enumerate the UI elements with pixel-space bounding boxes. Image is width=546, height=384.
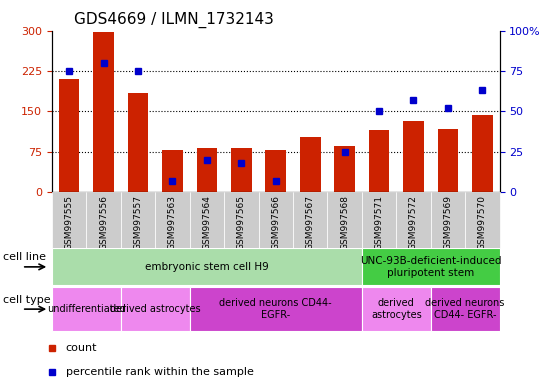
Bar (128, 93, 149, 192)
Bar (121, 287, 189, 331)
Text: GSM997572: GSM997572 (409, 195, 418, 250)
Bar (231, 148, 252, 192)
Bar (472, 115, 492, 192)
Bar (121, 192, 155, 248)
Text: GSM997557: GSM997557 (133, 195, 143, 250)
Bar (155, 192, 189, 248)
Bar (300, 137, 321, 192)
Bar (59, 79, 79, 192)
Text: GSM997569: GSM997569 (443, 195, 453, 250)
Text: GSM997555: GSM997555 (64, 195, 74, 250)
Text: undifferentiated: undifferentiated (47, 304, 126, 314)
Bar (362, 287, 431, 331)
Bar (362, 248, 500, 285)
Bar (334, 146, 355, 192)
Bar (162, 150, 183, 192)
Bar (52, 287, 121, 331)
Text: derived
astrocytes: derived astrocytes (371, 298, 422, 320)
Bar (258, 192, 293, 248)
Bar (431, 287, 500, 331)
Text: UNC-93B-deficient-induced
pluripotent stem: UNC-93B-deficient-induced pluripotent st… (360, 256, 501, 278)
Text: derived neurons CD44-
EGFR-: derived neurons CD44- EGFR- (219, 298, 332, 320)
Bar (362, 192, 396, 248)
Text: derived astrocytes: derived astrocytes (110, 304, 200, 314)
Bar (189, 287, 362, 331)
Bar (189, 192, 224, 248)
Text: GSM997568: GSM997568 (340, 195, 349, 250)
Text: derived neurons
CD44- EGFR-: derived neurons CD44- EGFR- (425, 298, 505, 320)
Bar (52, 248, 362, 285)
Bar (369, 130, 389, 192)
Bar (396, 192, 431, 248)
Bar (197, 148, 217, 192)
Text: count: count (66, 343, 97, 354)
Bar (403, 121, 424, 192)
Text: GSM997571: GSM997571 (375, 195, 383, 250)
Text: GSM997570: GSM997570 (478, 195, 487, 250)
Text: cell type: cell type (3, 295, 50, 305)
Bar (328, 192, 362, 248)
Text: cell line: cell line (3, 252, 46, 262)
Text: percentile rank within the sample: percentile rank within the sample (66, 367, 253, 377)
Bar (431, 192, 465, 248)
Bar (86, 192, 121, 248)
Text: GSM997565: GSM997565 (237, 195, 246, 250)
Bar (52, 192, 86, 248)
Bar (293, 192, 328, 248)
Bar (265, 150, 286, 192)
Text: GSM997563: GSM997563 (168, 195, 177, 250)
Bar (437, 129, 458, 192)
Text: GSM997564: GSM997564 (203, 195, 211, 250)
Text: GSM997556: GSM997556 (99, 195, 108, 250)
Bar (93, 32, 114, 192)
Text: GSM997567: GSM997567 (306, 195, 314, 250)
Text: GDS4669 / ILMN_1732143: GDS4669 / ILMN_1732143 (74, 12, 274, 28)
Bar (224, 192, 258, 248)
Text: GSM997566: GSM997566 (271, 195, 280, 250)
Text: embryonic stem cell H9: embryonic stem cell H9 (145, 262, 269, 272)
Bar (465, 192, 500, 248)
